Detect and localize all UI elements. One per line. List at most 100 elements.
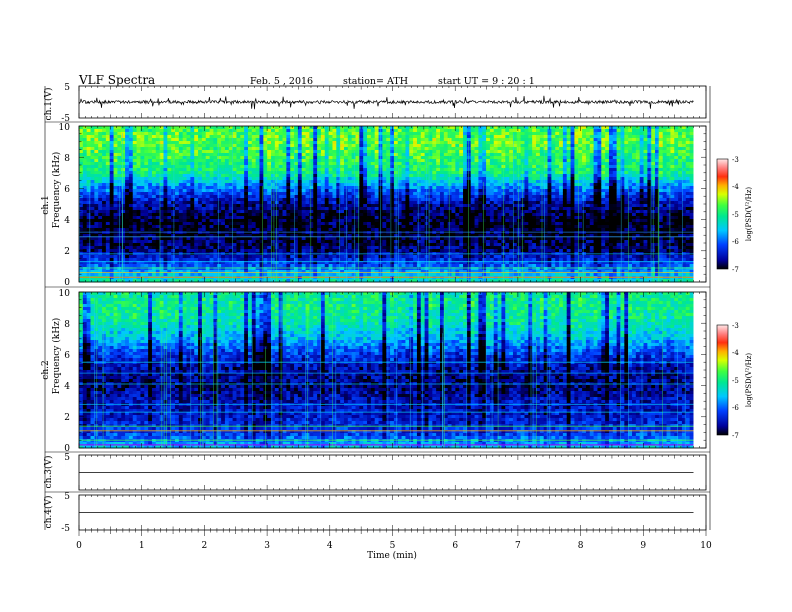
spectrogram-cell (436, 279, 441, 283)
spectrogram-cell (82, 174, 88, 178)
spectrogram-cell (324, 219, 330, 223)
spectrogram-cell (98, 174, 103, 178)
spectrogram-cell (144, 261, 149, 265)
spectrogram-cell (221, 264, 226, 268)
spectrogram-cell (313, 222, 318, 226)
spectrogram-cell (343, 201, 349, 205)
spectrogram-cell (159, 249, 164, 253)
spectrogram-cell (390, 237, 395, 241)
spectrogram-cell (190, 222, 195, 226)
spectrogram-cell (274, 240, 280, 244)
spectrogram-cell (128, 246, 134, 250)
spectrogram-cell (259, 186, 264, 190)
spectrogram-cell (194, 195, 199, 199)
spectrogram-cell (374, 270, 379, 274)
spectrogram-cell (313, 195, 318, 199)
spectrogram-cell (263, 153, 268, 157)
spectrogram-cell (240, 126, 245, 130)
spectrogram-cell (347, 258, 353, 262)
spectrogram-cell (90, 156, 95, 160)
spectrogram-cell (409, 147, 414, 151)
spectrogram-cell (386, 192, 391, 196)
spectrogram-cell (428, 189, 433, 193)
spectrogram-cell (251, 183, 257, 187)
spectrogram-cell (224, 204, 230, 208)
spectrogram-cell (98, 177, 103, 181)
spectrogram-cell (343, 237, 349, 241)
spectrogram-cell (247, 243, 253, 247)
spectrogram-cell (336, 147, 341, 151)
spectrogram-cell (171, 210, 176, 214)
spectrogram-cell (424, 189, 429, 193)
spectrogram-cell (86, 237, 91, 241)
spectrogram-cell (347, 222, 353, 226)
spectrogram-cell (340, 225, 345, 229)
spectrogram-cell (117, 162, 122, 166)
spectrogram-cell (178, 183, 184, 187)
spectrogram-cell (313, 153, 318, 157)
spectrogram-cell (294, 210, 299, 214)
spectrogram-cell (428, 180, 433, 184)
spectrogram-cell (420, 144, 426, 148)
spectrogram-cell (148, 126, 153, 130)
spectrogram-cell (370, 246, 376, 250)
spectrogram-cell (347, 132, 353, 136)
spectrogram-cell (428, 240, 433, 244)
spectrogram-cell (282, 129, 287, 133)
spectrogram-cell (255, 231, 260, 235)
spectrogram-cell (332, 249, 337, 253)
spectrogram-cell (125, 159, 130, 163)
spectrogram-cell (267, 213, 272, 217)
spectrogram-cell (98, 204, 103, 208)
spectrogram-cell (286, 132, 291, 136)
spectrogram-cell (217, 210, 222, 214)
spectrogram-cell (397, 207, 402, 211)
spectrogram-cell (255, 216, 260, 220)
spectrogram-cell (144, 216, 149, 220)
spectrogram-cell (301, 216, 306, 220)
spectrogram-cell (332, 243, 337, 247)
spectrogram-cell (194, 138, 199, 142)
spectrogram-cell (155, 198, 161, 202)
spectrogram-cell (178, 165, 184, 169)
spectrogram-cell (347, 192, 353, 196)
spectrogram-cell (98, 219, 103, 223)
spectrogram-cell (343, 228, 349, 232)
spectrogram-cell (228, 207, 234, 211)
spectrogram-cell (317, 267, 322, 271)
spectrogram-cell (86, 177, 91, 181)
spectrogram-cell (271, 216, 276, 220)
spectrogram-cell (267, 174, 272, 178)
spectrogram-cell (416, 228, 422, 232)
spectrogram-cell (163, 198, 168, 202)
spectrogram-cell (355, 267, 360, 271)
spectrogram-cell (205, 177, 210, 181)
spectrogram-cell (151, 255, 157, 259)
spectrogram-cell (217, 147, 222, 151)
spectrogram-cell (209, 138, 214, 142)
spectrogram-cell (336, 132, 341, 136)
spectrogram-cell (94, 144, 99, 148)
spectrogram-cell (82, 150, 88, 154)
spectrogram-cell (301, 270, 306, 274)
spectrogram-cell (351, 267, 356, 271)
spectrogram-cell (409, 231, 414, 235)
spectrogram-cell (113, 258, 118, 262)
spectrogram-cell (247, 234, 253, 238)
spectrogram-cell (194, 225, 199, 229)
spectrogram-cell (82, 153, 88, 157)
spectrogram-cell (159, 126, 164, 130)
spectrogram-cell (367, 195, 372, 199)
spectrogram-cell (171, 186, 176, 190)
spectrogram-cell (343, 240, 349, 244)
spectrogram-cell (98, 267, 103, 271)
spectrogram-cell (155, 159, 161, 163)
spectrogram-cell (79, 225, 84, 229)
spectrogram-cell (301, 165, 306, 169)
spectrogram-cell (351, 177, 356, 181)
spectrogram-cell (374, 258, 379, 262)
spectrogram-cell (98, 129, 103, 133)
spectrogram-cell (240, 279, 245, 283)
spectrogram-cell (436, 126, 441, 130)
spectrogram-cell (440, 234, 445, 238)
